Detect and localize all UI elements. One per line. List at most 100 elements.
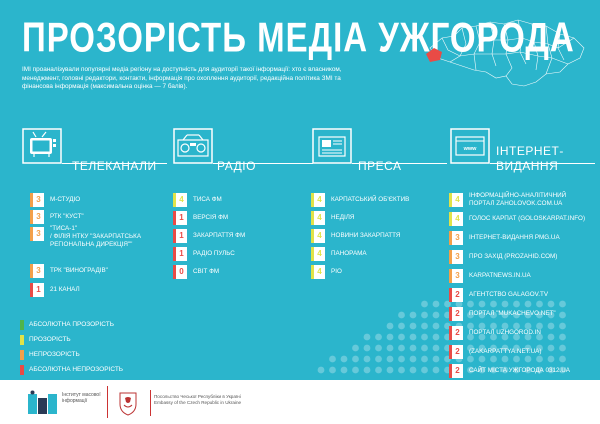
pattern-dot <box>363 333 371 341</box>
score-badge: 2 <box>449 345 463 359</box>
score-badge: 1 <box>173 229 187 243</box>
pattern-dot <box>559 333 566 341</box>
pattern-dot <box>386 333 394 341</box>
svg-text:www: www <box>463 146 478 152</box>
pattern-dot <box>375 333 382 341</box>
media-name-line3: РЕГІОНАЛЬНА ДИРЕКЦІЯ"" <box>50 241 133 248</box>
pattern-dot <box>363 366 371 374</box>
pattern-dot <box>467 300 474 308</box>
pattern-dot <box>536 300 543 308</box>
pattern-dot <box>547 355 555 363</box>
czech-emblem-icon <box>119 392 137 416</box>
score-badge: 2 <box>449 288 463 302</box>
divider <box>107 386 108 418</box>
score-badge: 0 <box>173 265 187 279</box>
pattern-dot <box>421 344 428 352</box>
pattern-dot <box>478 344 486 352</box>
pattern-dot <box>363 344 371 352</box>
pattern-dot <box>421 366 428 374</box>
media-name: ТРК "ВИНОГРАДІВ" <box>50 267 108 274</box>
pattern-dot <box>478 366 486 374</box>
pattern-dot <box>536 344 543 352</box>
pattern-dot <box>536 366 543 374</box>
category-rule <box>352 163 447 164</box>
pattern-dot <box>467 366 474 374</box>
imi-logo <box>28 390 57 414</box>
category-rule <box>213 163 313 164</box>
score-badge: 1 <box>173 247 187 261</box>
pattern-dot <box>536 333 543 341</box>
pattern-dot <box>432 311 440 319</box>
score-badge: 4 <box>311 229 325 243</box>
score-badge: 4 <box>311 193 325 207</box>
media-name: РАДІО ПУЛЬС <box>193 250 235 257</box>
pattern-dot <box>547 322 555 330</box>
radio-icon <box>173 128 213 164</box>
intro-text: ІМІ проаналізували популярні медіа регіо… <box>22 66 342 91</box>
media-name: ПАНОРАМА <box>331 250 367 257</box>
pattern-dot <box>524 333 532 341</box>
pattern-dot <box>524 322 532 330</box>
pattern-dot <box>432 322 440 330</box>
pattern-dot <box>513 355 520 363</box>
media-name: ВЕРСІЯ ФМ <box>193 214 229 221</box>
pattern-dot <box>432 355 440 363</box>
embassy-name: Посольство Чеської Республіки в Україні … <box>154 394 242 405</box>
pattern-dot <box>490 355 497 363</box>
media-name: ПОРТАЛ "MUKACHEVO.NET" <box>469 310 556 317</box>
pattern-dot <box>559 366 566 374</box>
ukraine-map <box>426 19 585 87</box>
pattern-dot <box>547 344 555 352</box>
media-name: ГОЛОС КАРПАТ (GOLOSKARPAT.INFO) <box>469 215 586 222</box>
pattern-dot <box>421 333 428 341</box>
pattern-dot <box>455 300 463 308</box>
media-name: ІНФОРМАЦІЙНО-АНАЛІТИЧНИЙ <box>469 192 567 199</box>
score-badge: 4 <box>449 212 463 226</box>
pattern-dot <box>352 344 359 352</box>
footer: Інститут масової інформації Посольство Ч… <box>0 380 600 424</box>
pattern-dot <box>524 311 532 319</box>
pattern-dot <box>559 355 566 363</box>
pattern-dot <box>513 311 520 319</box>
media-name: М-СТУДІО <box>50 196 81 203</box>
media-name: СВІТ ФМ <box>193 268 220 275</box>
category-label: ПРЕСА <box>358 159 402 173</box>
pattern-dot <box>501 333 509 341</box>
media-name: САЙТ МІСТА УЖГОРОДА 0312.UA <box>469 367 570 374</box>
pattern-dot <box>524 355 532 363</box>
pattern-dot <box>432 344 440 352</box>
pattern-dot <box>490 344 497 352</box>
category-label: РАДІО <box>217 159 256 173</box>
pattern-dot <box>478 322 486 330</box>
pattern-dot <box>501 355 509 363</box>
pattern-dot <box>490 333 497 341</box>
pattern-dot <box>432 366 440 374</box>
legend-swatch <box>20 335 24 345</box>
pattern-dot <box>421 322 428 330</box>
category-rule <box>490 163 595 164</box>
pattern-dot <box>467 355 474 363</box>
pattern-dot <box>421 355 428 363</box>
media-name: НЕДІЛЯ <box>331 214 355 221</box>
tv-icon <box>22 128 62 164</box>
media-name: (ZAKARPATTYA.NET.UA) <box>469 348 542 355</box>
pattern-dot <box>409 322 417 330</box>
score-badge: 1 <box>30 283 44 297</box>
pattern-dot <box>513 322 520 330</box>
media-name: РІО <box>331 268 342 275</box>
pattern-dot <box>559 322 566 330</box>
pattern-dot <box>467 311 474 319</box>
media-name: ЗАКАРПАТТЯ ФМ <box>193 232 246 239</box>
zakarpattia-region <box>426 48 442 62</box>
pattern-dot <box>329 366 336 374</box>
pattern-dot <box>490 366 497 374</box>
pattern-dot <box>375 355 382 363</box>
pattern-dot <box>398 344 405 352</box>
legend-swatch <box>20 350 24 360</box>
category-label: ІНТЕРНЕТ- <box>496 144 564 158</box>
score-badge: 2 <box>449 364 463 378</box>
score-badge: 4 <box>449 193 463 207</box>
pattern-dot <box>386 344 394 352</box>
legend-swatch <box>20 320 24 330</box>
pattern-dot <box>467 344 474 352</box>
